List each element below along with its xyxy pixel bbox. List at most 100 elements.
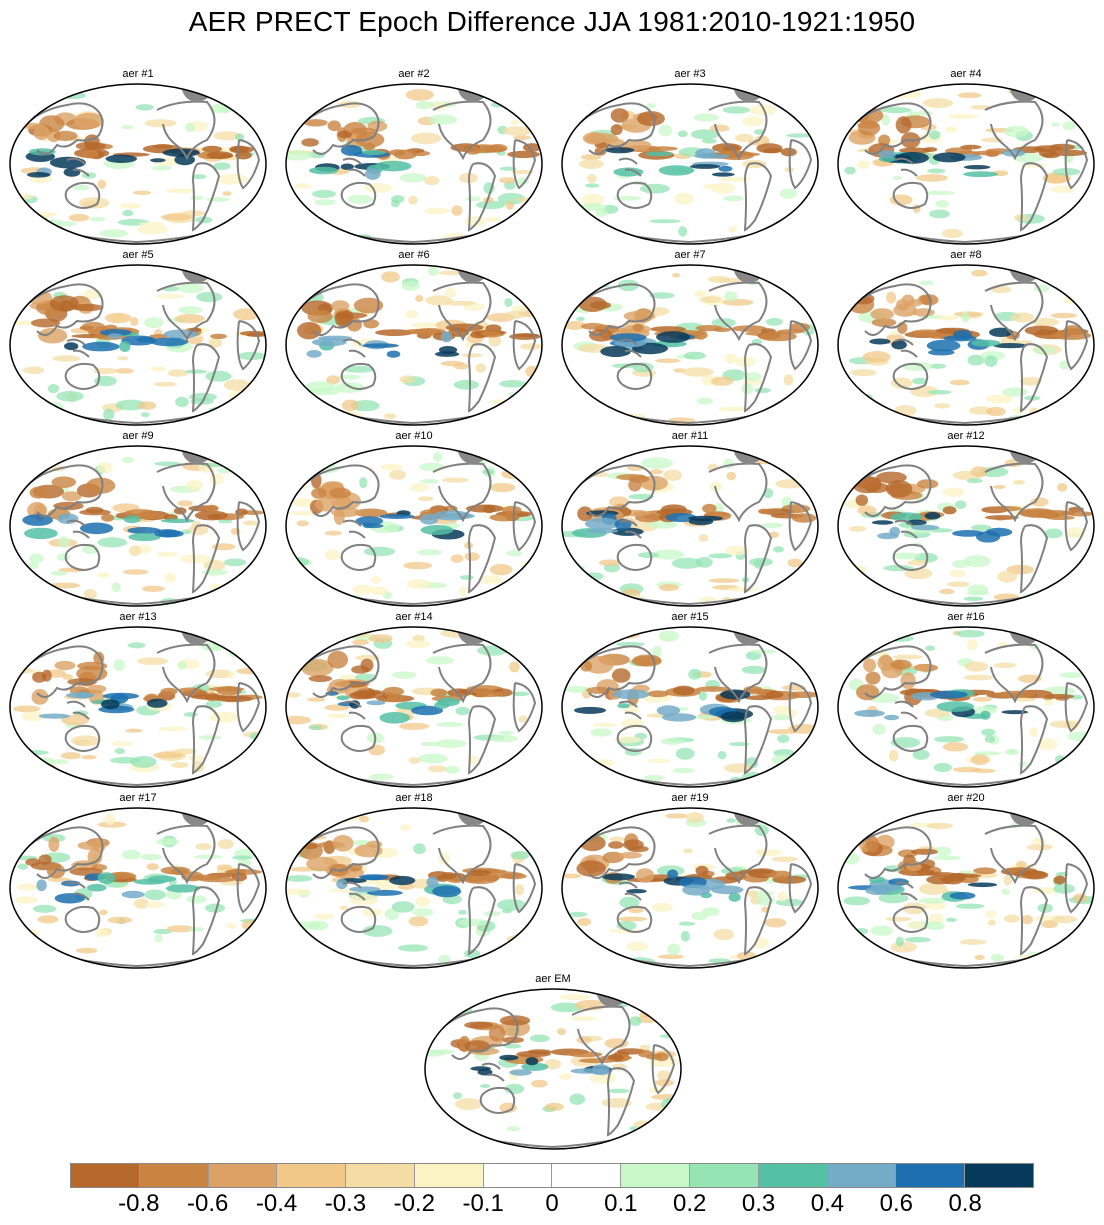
robinson-map (9, 83, 267, 245)
panel-label: aer #4 (950, 68, 982, 80)
colorbar-tick-label: -0.6 (187, 1190, 229, 1217)
map-border (9, 626, 267, 788)
robinson-map (561, 445, 819, 607)
robinson-map (285, 83, 543, 245)
map-border (837, 807, 1095, 969)
map-border (837, 445, 1095, 607)
panel-label: aer #19 (671, 792, 709, 804)
map-panel: aer EM (422, 973, 684, 1153)
panel-label: aer EM (535, 973, 571, 985)
colorbar-tick-label: 0.8 (948, 1190, 982, 1217)
robinson-map (9, 807, 267, 969)
precip-anomaly-field (286, 87, 542, 244)
panel-label: aer #10 (395, 430, 433, 442)
map-panel: aer #10 (283, 430, 545, 610)
map-border (837, 626, 1095, 788)
map-panel: aer #12 (835, 430, 1097, 610)
map-panel: aer #16 (835, 611, 1097, 791)
panel-label: aer #14 (395, 611, 433, 623)
colorbar-tick-label: 0.1 (604, 1190, 638, 1217)
panel-label: aer #9 (122, 430, 154, 442)
precip-anomaly-field (286, 449, 540, 606)
map-border (561, 445, 819, 607)
colorbar-tick-label: -0.2 (393, 1190, 435, 1217)
precip-anomaly-field (563, 268, 817, 425)
map-panel: aer #5 (7, 249, 269, 429)
map-border (561, 264, 819, 426)
map-border (837, 264, 1095, 426)
figure-title: AER PRECT Epoch Difference JJA 1981:2010… (188, 6, 916, 37)
colorbar-swatch (965, 1164, 1033, 1187)
map-panel: aer #7 (559, 249, 821, 429)
precip-anomaly-field (10, 85, 261, 244)
map-border (424, 988, 682, 1150)
precip-anomaly-field (838, 630, 1094, 787)
map-border (9, 807, 267, 969)
map-border (9, 83, 267, 245)
panel-label: aer #8 (950, 249, 982, 261)
robinson-map (561, 264, 819, 426)
map-panel: aer #18 (283, 792, 545, 972)
robinson-map (424, 988, 682, 1150)
map-panel: aer #6 (283, 249, 545, 429)
map-panel: aer #4 (835, 68, 1097, 248)
map-border (9, 264, 267, 426)
map-panel: aer #1 (7, 68, 269, 248)
colorbar-tick-label: -0.1 (462, 1190, 504, 1217)
robinson-map (837, 807, 1095, 969)
map-border (285, 807, 543, 969)
map-panel: aer #3 (559, 68, 821, 248)
map-border (837, 83, 1095, 245)
panel-label: aer #3 (674, 68, 706, 80)
colorbar-swatch (896, 1164, 966, 1187)
map-panel: aer #13 (7, 611, 269, 791)
colorbar-tick-label: 0.6 (879, 1190, 913, 1217)
panel-label: aer #17 (119, 792, 157, 804)
panel-label: aer #11 (671, 430, 709, 442)
map-panel: aer #2 (283, 68, 545, 248)
colorbar-swatch (346, 1164, 415, 1187)
map-border (285, 83, 543, 245)
panel-label: aer #1 (122, 68, 154, 80)
map-panel: aer #15 (559, 611, 821, 791)
map-panel: aer #20 (835, 792, 1097, 972)
map-panel: aer #8 (835, 249, 1097, 429)
map-border (9, 445, 267, 607)
robinson-map (285, 807, 543, 969)
colorbar-tick-label: 0.4 (810, 1190, 845, 1217)
map-border (285, 445, 543, 607)
colorbar-swatch (414, 1164, 484, 1187)
panel-label: aer #20 (947, 792, 985, 804)
panel-label: aer #18 (395, 792, 433, 804)
colorbar-labels: -0.8 -0.6 -0.4 -0.3 -0.2 -0.1 0 0.1 0.2 0.3 0.4 0.6… (70, 1190, 1034, 1222)
robinson-map (9, 626, 267, 788)
robinson-map (9, 445, 267, 607)
robinson-map (285, 445, 543, 607)
colorbar-tick-label: -0.4 (255, 1190, 298, 1217)
colorbar-swatch (552, 1164, 622, 1187)
robinson-map (285, 264, 543, 426)
robinson-map (837, 445, 1095, 607)
robinson-map (285, 626, 543, 788)
coastlines (572, 281, 813, 425)
colorbar-swatch (71, 1164, 140, 1187)
map-border (285, 626, 543, 788)
colorbar-tick-label: 0.3 (741, 1190, 776, 1217)
robinson-map (561, 83, 819, 245)
robinson-map (837, 626, 1095, 788)
map-panel: aer #14 (283, 611, 545, 791)
colorbar-swatch (690, 1164, 759, 1187)
map-panel: aer #17 (7, 792, 269, 972)
colorbar-swatch (758, 1164, 828, 1187)
panel-label: aer #16 (947, 611, 985, 623)
colorbar (70, 1163, 1034, 1188)
panel-label: aer #12 (947, 430, 985, 442)
map-border (561, 626, 819, 788)
precip-anomaly-field (564, 630, 818, 787)
colorbar-swatch (208, 1164, 278, 1187)
colorbar-tick-label: -0.3 (324, 1190, 367, 1217)
map-border (561, 807, 819, 969)
map-panel: aer #19 (559, 792, 821, 972)
colorbar-tick-label: 0.2 (673, 1190, 707, 1217)
colorbar-swatch (621, 1164, 691, 1187)
